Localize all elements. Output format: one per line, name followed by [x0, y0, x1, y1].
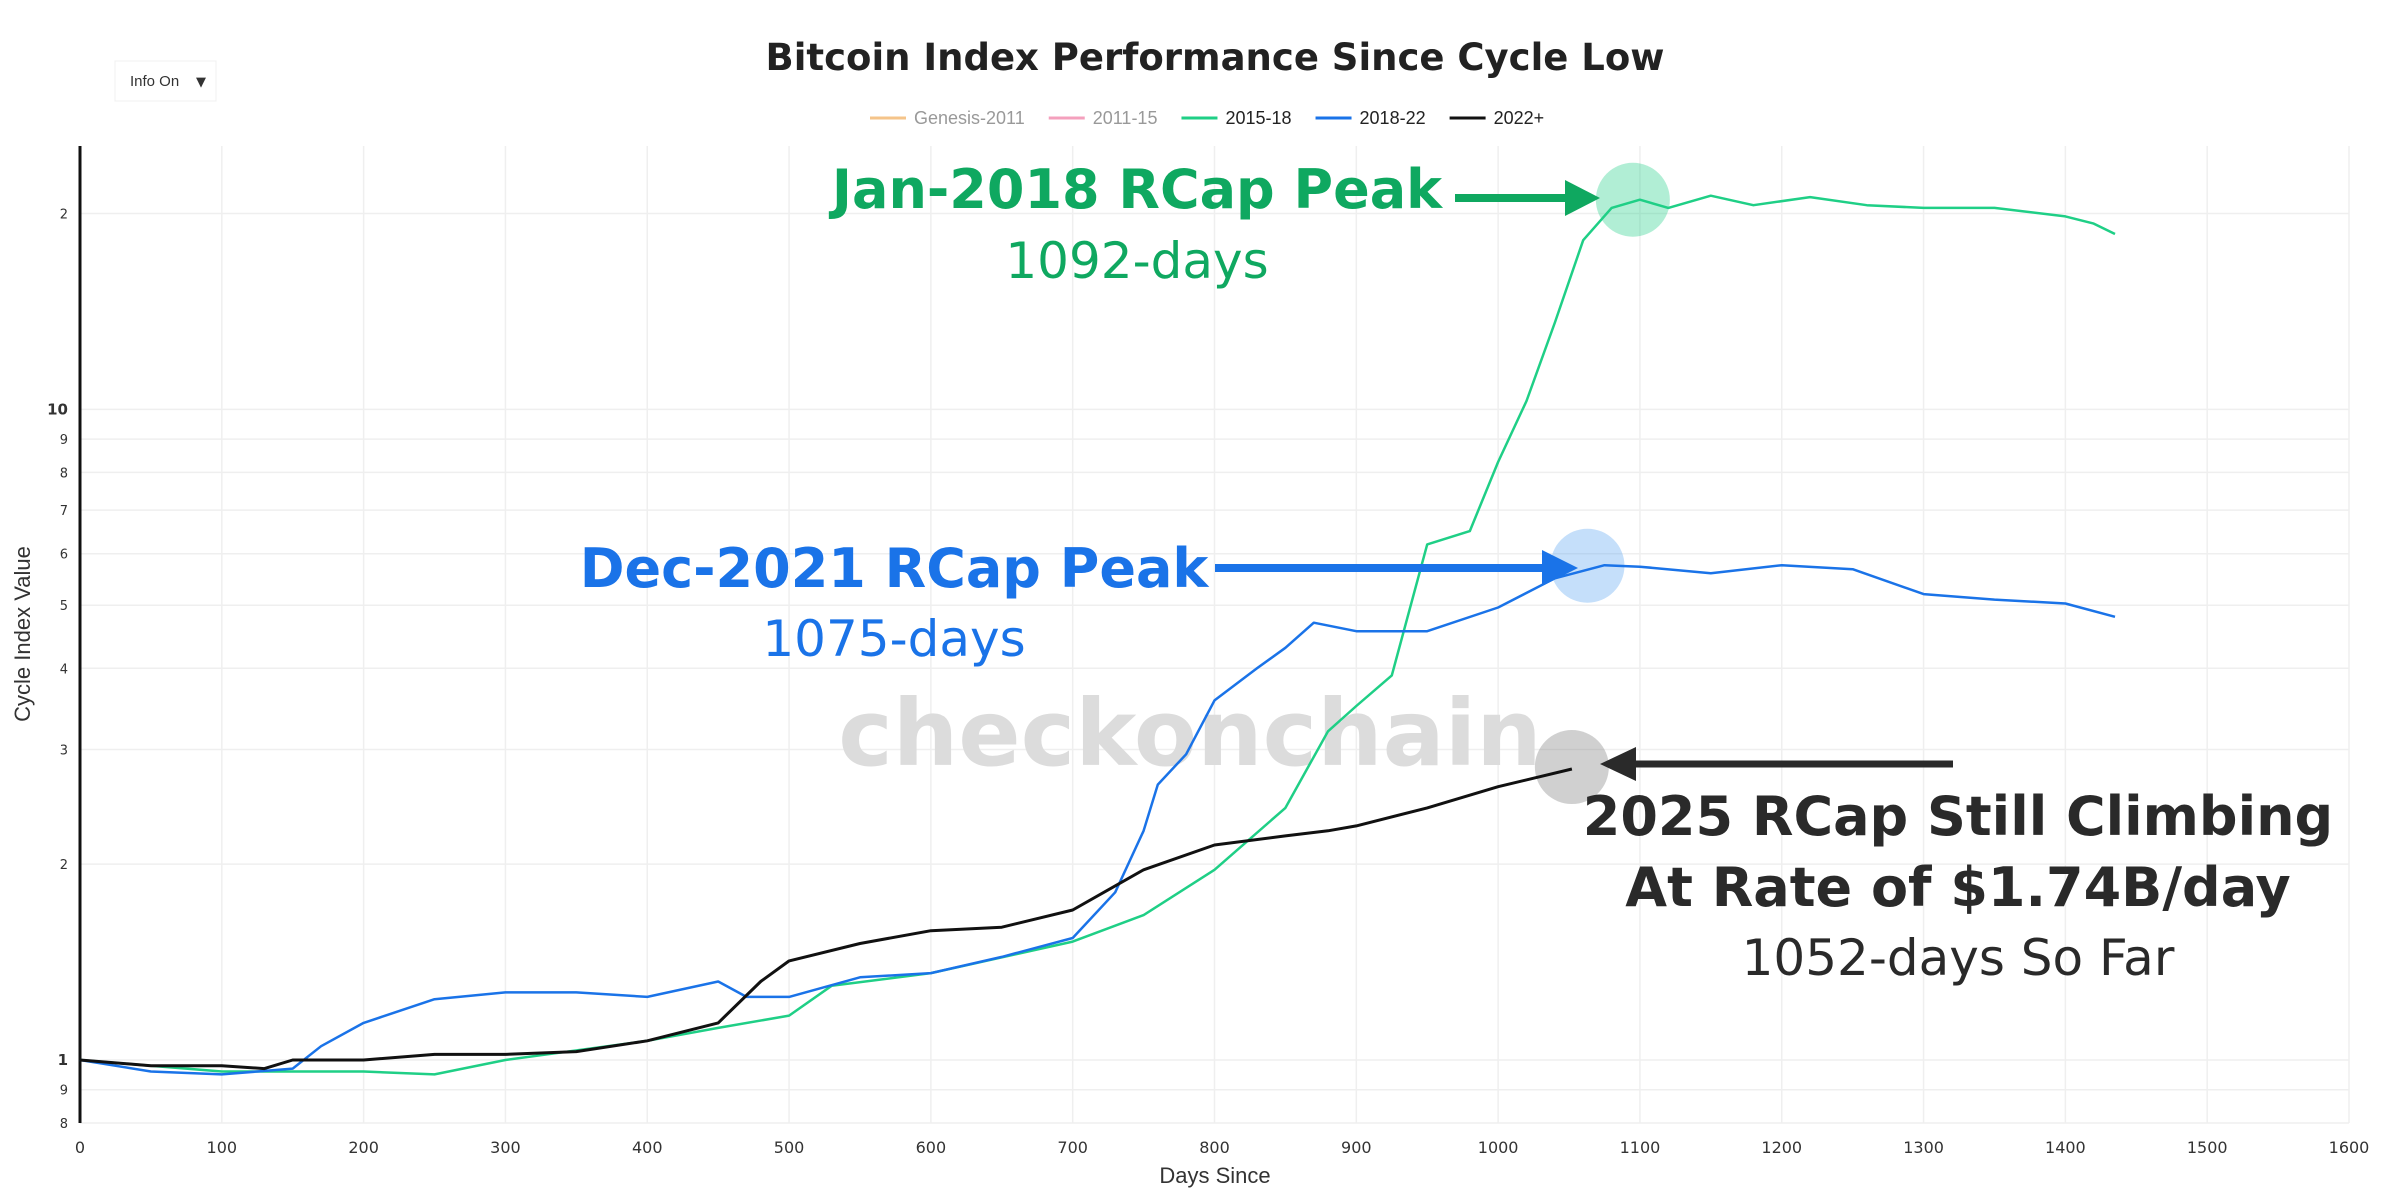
x-tick-label: 1400 — [2045, 1138, 2086, 1157]
y-tick-label: 6 — [60, 548, 68, 563]
arrow-right-icon — [1215, 550, 1578, 586]
x-tick-label: 0 — [75, 1138, 85, 1157]
info-toggle-dropdown[interactable]: Info On ▼ — [114, 60, 217, 102]
highlight-circle-climb2025 — [1534, 730, 1609, 805]
annotation-days: 1075-days — [762, 610, 1025, 668]
arrow-left-icon — [1600, 747, 1953, 781]
series-line-2022- — [79, 767, 1573, 1071]
x-tick-label: 200 — [348, 1138, 379, 1157]
x-tick-label: 1100 — [1620, 1138, 1661, 1157]
legend-label: Genesis-2011 — [914, 108, 1025, 128]
chevron-down-icon: ▼ — [196, 75, 206, 90]
y-tick-label: 5 — [60, 599, 68, 614]
x-tick-label: 500 — [774, 1138, 805, 1157]
x-tick-label: 1200 — [1761, 1138, 1802, 1157]
legend-label: 2018-22 — [1360, 108, 1426, 128]
legend-item-2018-22[interactable]: 2018-22 — [1315, 108, 1426, 128]
y-tick-label: 8 — [60, 466, 68, 481]
x-tick-label: 100 — [207, 1138, 238, 1157]
x-axis-label: Days Since — [1159, 1163, 1270, 1188]
series-lines — [79, 194, 2116, 1076]
y-tick-label: 8 — [60, 1117, 68, 1132]
info-toggle-label: Info On — [130, 73, 179, 90]
y-tick-label: 2 — [60, 208, 68, 223]
y-tick-label: 3 — [60, 744, 68, 759]
x-tick-label: 700 — [1057, 1138, 1088, 1157]
x-tick-label: 1000 — [1478, 1138, 1519, 1157]
legend-item-2015-18[interactable]: 2015-18 — [1181, 108, 1292, 128]
y-tick-label: 4 — [60, 662, 68, 677]
annotation-circles — [1534, 162, 1670, 805]
highlight-circle-peak2018 — [1595, 162, 1670, 237]
annotation-2021-peak: Dec-2021 RCap Peak 1075-days — [580, 537, 1578, 668]
y-tick-label: 9 — [60, 433, 68, 448]
x-tick-label: 400 — [632, 1138, 663, 1157]
highlight-circle-peak2021 — [1550, 528, 1625, 603]
legend-label: 2011-15 — [1093, 108, 1158, 128]
annotation-rate: At Rate of $1.74B/day — [1625, 856, 2290, 919]
x-tick-label: 800 — [1199, 1138, 1230, 1157]
legend-label: 2022+ — [1494, 108, 1545, 128]
series-line-2015-18 — [79, 194, 2116, 1076]
x-tick-label: 600 — [916, 1138, 947, 1157]
annotation-days: 1052-days So Far — [1742, 929, 2175, 987]
x-tick-label: 900 — [1341, 1138, 1372, 1157]
y-tick-label: 2 — [60, 858, 68, 873]
annotation-title: Jan-2018 RCap Peak — [828, 158, 1443, 221]
x-tick-label: 300 — [490, 1138, 521, 1157]
gridlines — [79, 146, 2350, 1124]
y-tick-label: 1 — [58, 1051, 68, 1069]
annotation-title: Dec-2021 RCap Peak — [580, 537, 1210, 600]
y-axis-label: Cycle Index Value — [10, 546, 35, 722]
x-axis-ticks: 0 100 200 300 400 500 600 700 800 900 1000 1100 1200… — [75, 1138, 2369, 1157]
y-axis-ticks: 8 9 1 2 3 4 5 6 7 8 9 10 2 — [47, 208, 68, 1132]
annotation-days: 1092-days — [1005, 232, 1268, 290]
x-tick-label: 1300 — [1903, 1138, 1944, 1157]
x-tick-label: 1500 — [2187, 1138, 2228, 1157]
legend: Genesis-2011 2011-15 2015-18 2018-22 2022+ — [870, 108, 1544, 128]
chart-title: Bitcoin Index Performance Since Cycle Lo… — [766, 36, 1665, 79]
y-tick-label: 9 — [60, 1084, 68, 1099]
x-tick-label: 1600 — [2329, 1138, 2370, 1157]
annotation-2025-climbing: 2025 RCap Still Climbing At Rate of $1.7… — [1583, 747, 2333, 987]
annotation-2018-peak: Jan-2018 RCap Peak 1092-days — [828, 158, 1600, 290]
watermark: checkonchain — [838, 680, 1542, 787]
y-tick-label: 7 — [60, 504, 68, 519]
legend-label: 2015-18 — [1225, 108, 1291, 128]
legend-item-2022-[interactable]: 2022+ — [1449, 108, 1545, 128]
legend-item-2011-15[interactable]: 2011-15 — [1048, 108, 1158, 128]
legend-item-genesis-2011[interactable]: Genesis-2011 — [870, 108, 1025, 128]
arrow-right-icon — [1455, 180, 1600, 216]
y-tick-label: 10 — [47, 400, 68, 418]
annotation-title: 2025 RCap Still Climbing — [1583, 785, 2333, 848]
series-line-2018-22 — [79, 563, 2116, 1076]
